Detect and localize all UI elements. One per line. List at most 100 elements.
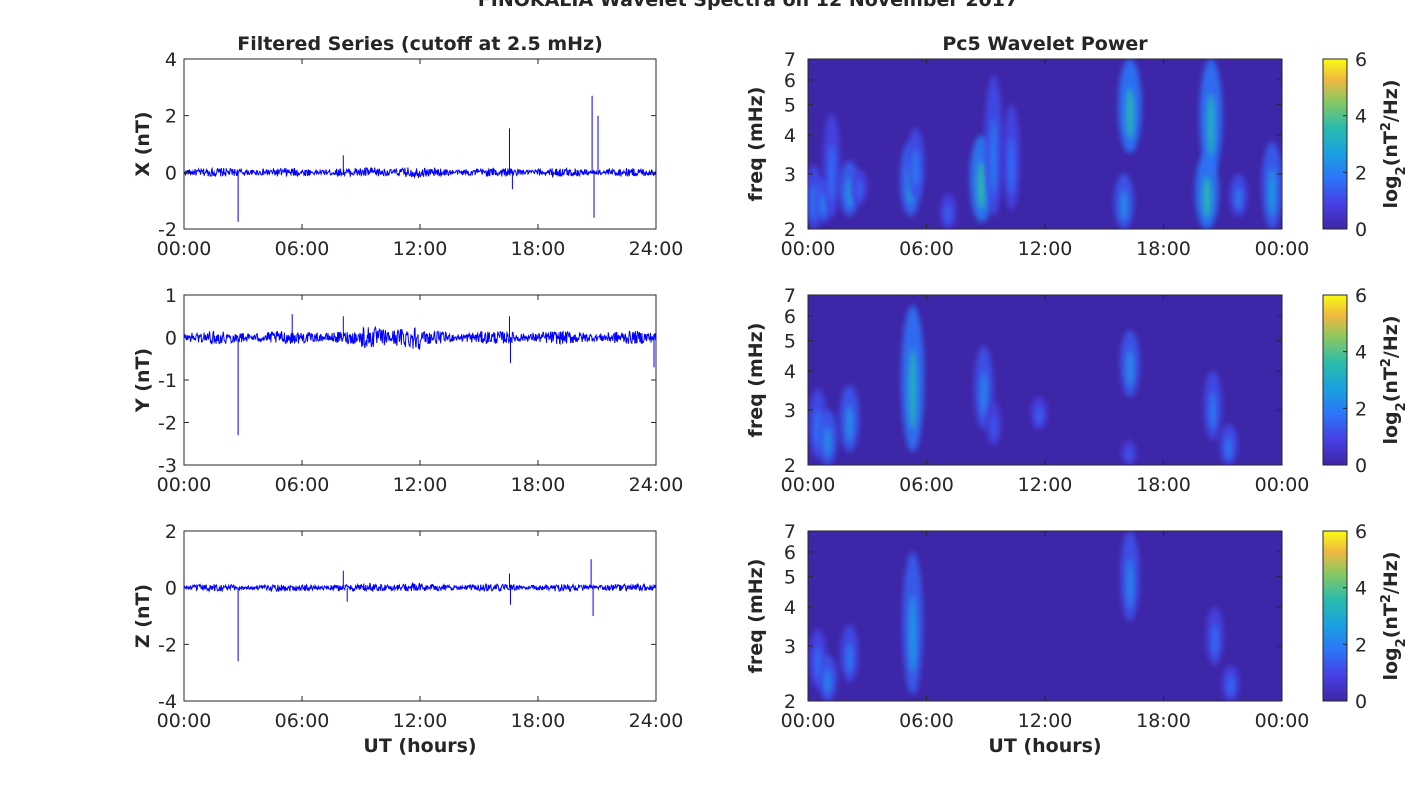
x-tick-label: 12:00 [1018,710,1073,732]
y-wavelet-axes [807,294,1283,466]
wavelet-power-core [908,594,917,674]
wavelet-power-core [1125,87,1135,139]
x-tick-label: 06:00 [275,710,330,732]
y-tick-label: 5 [784,95,796,117]
y-tick-label: 5 [784,567,796,589]
x-tick-label: 12:00 [1018,474,1073,496]
wavelet-power-core [1036,406,1042,425]
y-series-trace [183,314,657,436]
y-tick-label: 3 [784,400,796,422]
figure-title: FINOKALIA Wavelet Spectra on 12 November… [478,0,1018,11]
z-series-axes [183,530,657,702]
y-tick-label: 2 [165,521,177,543]
y-wavelet-ylabel: freq (mHz) [745,323,767,438]
wavelet-power-core [1120,190,1128,221]
wavelet-power-core [1008,136,1015,195]
colorbar-tick-label: 4 [1355,342,1367,364]
y-tick-label: 7 [784,285,796,307]
x-tick-label: 00:00 [781,710,836,732]
y-tick-label: 4 [165,49,177,71]
z-wavelet-xlabel: UT (hours) [988,735,1101,757]
x-tick-label: 24:00 [629,474,684,496]
colorbar-tick-label: 2 [1355,162,1367,184]
wavelet-power-core [1206,93,1216,157]
y-tick-label: 4 [784,597,796,619]
wavelet-power-core [1268,168,1276,216]
y-tick-label: 5 [784,331,796,353]
wavelet-power-core [846,642,853,674]
x-wavelet-ylabel: freq (mHz) [745,87,767,202]
x-tick-label: 18:00 [1136,710,1191,732]
x-tick-label: 12:00 [393,474,448,496]
y-tick-label: 2 [784,455,796,477]
colorbar-tick-label: 4 [1355,106,1367,128]
x-tick-label: 24:00 [629,238,684,260]
x-tick-label: 00:00 [781,474,836,496]
colorbar-tick-label: 6 [1355,285,1367,307]
x-tick-label: 00:00 [781,238,836,260]
y-tick-label: 0 [165,328,177,350]
y-tick-label: 4 [784,125,796,147]
colorbar-tick-label: 4 [1355,578,1367,600]
y-tick-label: -1 [158,370,177,392]
y-tick-label: -2 [158,219,177,241]
x-tick-label: 00:00 [1255,474,1310,496]
wavelet-power-core [1235,186,1242,210]
x-tick-label: 18:00 [511,474,566,496]
z-series-panel: 00:00 06:00 12:00 18:00 24:00 -4 -2 0 2 Z (nT) U… [132,521,683,757]
x-tick-label: 06:00 [275,238,330,260]
colorbar-tick-label: 0 [1355,455,1367,477]
left-panel-title: Filtered Series (cutoff at 2.5 mHz) [237,33,603,55]
x-colorbar-label: log2(nT2/Hz) [1379,79,1409,208]
wavelet-power-core [828,143,835,201]
x-tick-label: 00:00 [157,710,212,732]
z-colorbar [1322,530,1348,702]
colorbar-tick-label: 6 [1355,49,1367,71]
colorbar-tick-label: 0 [1355,219,1367,241]
x-tick-label: 12:00 [1018,238,1073,260]
wavelet-power-core [977,161,987,210]
wavelet-power-core [912,149,919,189]
y-colorbar-label: log2(nT2/Hz) [1379,315,1409,444]
x-colorbar [1322,58,1348,230]
colorbar-tick-label: 6 [1355,521,1367,543]
x-tick-label: 18:00 [511,238,566,260]
y-tick-label: 1 [165,285,177,307]
colorbar-tick-label: 2 [1355,398,1367,420]
y-tick-label: 3 [784,164,796,186]
wavelet-power-core [1126,350,1134,388]
wavelet-power-core [1126,447,1132,462]
x-tick-label: 24:00 [629,710,684,732]
y-tick-label: 2 [784,691,796,713]
right-panel-title: Pc5 Wavelet Power [942,33,1148,55]
wavelet-power-core [1209,391,1217,430]
x-series-trace [183,95,657,222]
y-tick-label: 3 [784,636,796,658]
y-tick-label: 6 [784,306,796,328]
y-tick-label: 6 [784,542,796,564]
y-tick-label: -3 [158,455,177,477]
wavelet-power-core [856,179,863,200]
x-series-ylabel: X (nT) [132,111,154,176]
y-tick-label: 4 [784,361,796,383]
y-tick-label: 7 [784,49,796,71]
wavelet-power-core [824,669,832,695]
wavelet-power-core [1227,676,1234,696]
z-wavelet-axes [807,530,1283,702]
wavelet-power-core [845,405,853,443]
y-colorbar [1322,294,1348,466]
wavelet-power-core [991,414,997,440]
y-tick-label: 2 [784,219,796,241]
y-tick-label: 0 [165,162,177,184]
y-tick-label: 7 [784,521,796,543]
wavelet-power-core [980,371,988,417]
x-tick-label: 12:00 [393,710,448,732]
wavelet-power-core [1126,558,1134,608]
wavelet-power-core [824,426,832,457]
z-colorbar-label: log2(nT2/Hz) [1379,551,1409,680]
x-series-panel: 00:00 06:00 12:00 18:00 24:00 -2 0 2 4 X (nT) [132,49,683,260]
colorbar-tick-label: 0 [1355,691,1367,713]
